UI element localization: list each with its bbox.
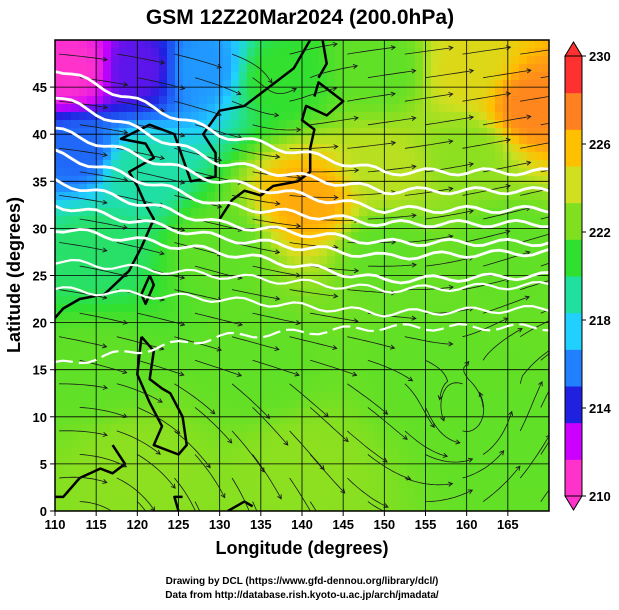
x-axis-ticks: 110 115 120 125 130 135 140 145 150 155 160 165 (45, 511, 519, 532)
y-axis-label: Latitude (degrees) (4, 197, 24, 353)
contour-line-6 (55, 204, 549, 261)
y-tick-label: 15 (33, 363, 47, 378)
contour-line-9 (55, 286, 549, 318)
colorbar: 210 214 218 222 226 230 (564, 41, 611, 511)
colorbar-segment (565, 166, 582, 204)
y-tick-label: 30 (33, 221, 47, 236)
colorbar-segment (565, 349, 582, 387)
y-tick-label: 25 (33, 269, 47, 284)
colorbar-segment (565, 56, 582, 94)
colorbar-segment (565, 386, 582, 424)
colorbar-segment (565, 92, 582, 130)
contour-line-8 (55, 258, 549, 294)
contour-line-10 (55, 322, 549, 365)
colorbar-segment (565, 312, 582, 350)
y-axis-ticks: 0 5 10 15 20 25 30 35 40 45 (33, 80, 55, 519)
colorbar-segment (565, 239, 582, 277)
x-tick-label: 135 (250, 517, 272, 532)
colorbar-tick-label: 226 (589, 137, 611, 152)
y-tick-label: 45 (33, 80, 47, 95)
contour-line-4 (55, 148, 549, 229)
colorbar-tick-label: 222 (589, 225, 611, 240)
contour-line-2 (55, 96, 549, 196)
colorbar-tick-label: 230 (589, 49, 611, 64)
contour-line-7 (55, 227, 549, 285)
contour-lines (55, 70, 549, 365)
y-tick-label: 40 (33, 127, 47, 142)
x-tick-label: 145 (332, 517, 354, 532)
credit-drawing: Drawing by DCL (https://www.gfd-dennou.o… (166, 576, 439, 587)
colorbar-tick-label: 210 (589, 489, 611, 504)
credit-data: Data from http://database.rish.kyoto-u.a… (165, 590, 439, 601)
colorbar-segment (565, 202, 582, 240)
streamlines (59, 41, 549, 511)
x-tick-label: 160 (456, 517, 478, 532)
x-tick-label: 150 (373, 517, 395, 532)
colorbar-tick-label: 218 (589, 313, 611, 328)
x-axis-label: Longitude (degrees) (215, 538, 388, 558)
chart-title: GSM 12Z20Mar2024 (200.0hPa) (146, 6, 454, 29)
contour-line-5 (55, 178, 549, 248)
colorbar-segment (565, 276, 582, 314)
colorbar-segment (565, 422, 582, 460)
colorbar-max-arrow (564, 41, 583, 57)
y-tick-label: 5 (40, 457, 47, 472)
y-tick-label: 20 (33, 316, 47, 331)
x-tick-label: 130 (209, 517, 231, 532)
colorbar-min-arrow (564, 495, 583, 511)
colorbar-tick-label: 214 (589, 401, 611, 416)
colorbar-segment (565, 459, 582, 497)
contour-line-3 (55, 126, 549, 215)
x-tick-label: 110 (45, 517, 66, 532)
x-tick-label: 140 (291, 517, 313, 532)
contour-line-1 (55, 70, 549, 177)
x-tick-label: 165 (497, 517, 519, 532)
x-tick-label: 155 (415, 517, 437, 532)
x-tick-label: 115 (86, 517, 107, 532)
y-tick-label: 35 (33, 174, 47, 189)
y-tick-label: 0 (40, 504, 47, 519)
colorbar-segment (565, 129, 582, 167)
map-plot-area (55, 40, 549, 511)
x-tick-label: 120 (126, 517, 148, 532)
y-tick-label: 10 (33, 410, 47, 425)
x-tick-label: 125 (168, 517, 190, 532)
